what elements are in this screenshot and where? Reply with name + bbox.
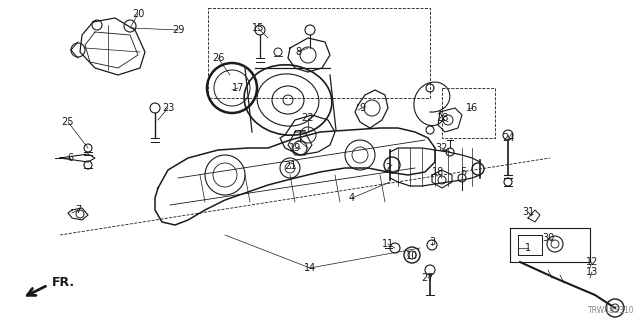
Text: 13: 13 — [586, 267, 598, 277]
Text: TRW4B3310: TRW4B3310 — [588, 306, 635, 315]
Text: FR.: FR. — [52, 276, 75, 290]
Text: 10: 10 — [406, 251, 418, 261]
Text: 21: 21 — [284, 161, 296, 171]
Text: 2: 2 — [385, 163, 391, 173]
Text: 1: 1 — [525, 243, 531, 253]
Text: 7: 7 — [75, 205, 81, 215]
Text: 32: 32 — [436, 143, 448, 153]
Text: 14: 14 — [304, 263, 316, 273]
Text: 19: 19 — [289, 143, 301, 153]
Text: 12: 12 — [586, 257, 598, 267]
Text: 23: 23 — [162, 103, 174, 113]
Text: 8: 8 — [295, 47, 301, 57]
Text: 29: 29 — [172, 25, 184, 35]
Text: 11: 11 — [382, 239, 394, 249]
Text: 27: 27 — [422, 273, 435, 283]
Text: 31: 31 — [522, 207, 534, 217]
Text: 6: 6 — [67, 153, 73, 163]
Text: 30: 30 — [542, 233, 554, 243]
Text: 16: 16 — [466, 103, 478, 113]
Text: 17: 17 — [232, 83, 244, 93]
Text: 26: 26 — [212, 53, 224, 63]
Text: 9: 9 — [359, 103, 365, 113]
Text: 4: 4 — [349, 193, 355, 203]
Text: 3: 3 — [429, 237, 435, 247]
Text: 25: 25 — [61, 117, 74, 127]
Text: 5: 5 — [460, 167, 466, 177]
Text: 18: 18 — [432, 167, 444, 177]
Text: 20: 20 — [132, 9, 144, 19]
Text: 28: 28 — [436, 113, 448, 123]
Text: 15: 15 — [252, 23, 264, 33]
Text: 22: 22 — [301, 113, 314, 123]
Text: 24: 24 — [502, 133, 514, 143]
